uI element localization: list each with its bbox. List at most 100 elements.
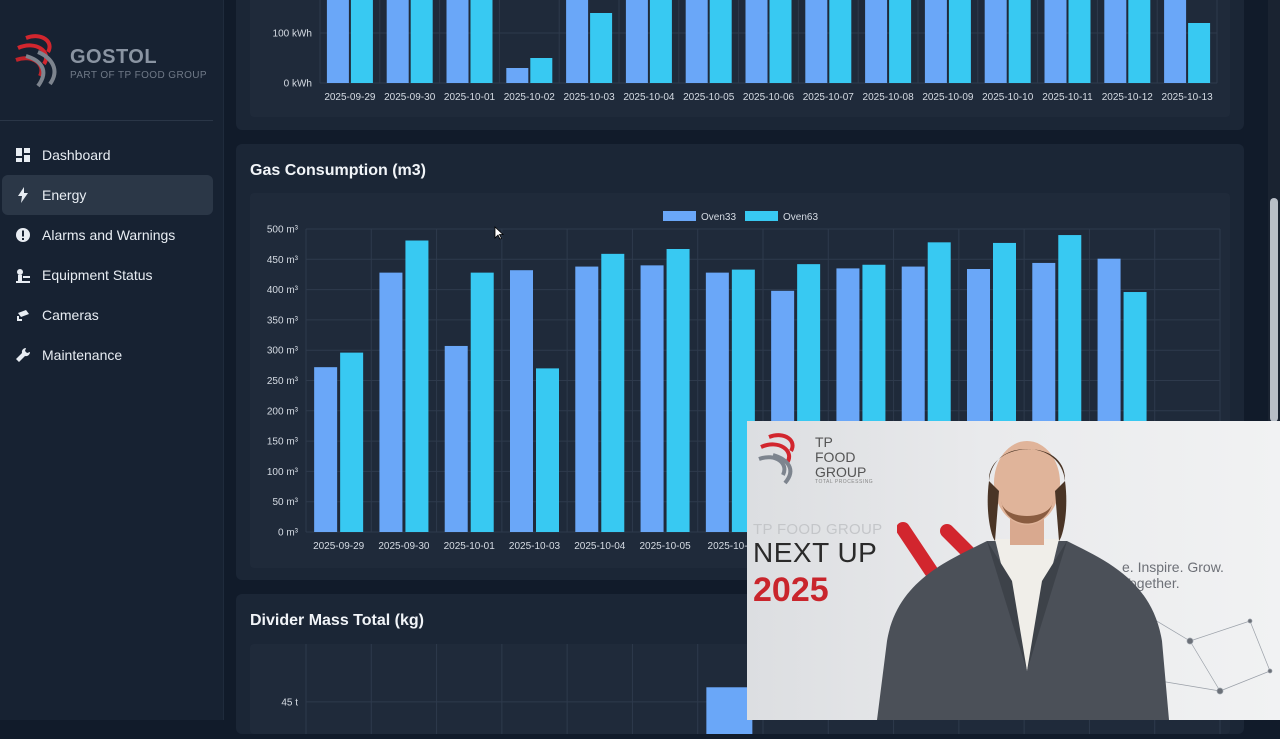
- y-tick-label: 250 m³: [267, 376, 299, 387]
- bar: [706, 273, 729, 532]
- bar: [1104, 0, 1126, 83]
- video-logo-line: FOOD: [815, 450, 866, 465]
- sidebar-item-label: Dashboard: [42, 147, 111, 163]
- bar: [686, 0, 708, 83]
- brand-name: GOSTOL: [70, 46, 157, 69]
- bar: [770, 0, 792, 83]
- legend-swatch: [663, 211, 696, 221]
- x-tick-label: 2025-10-04: [574, 541, 626, 552]
- bar: [575, 267, 598, 532]
- bar: [985, 0, 1007, 83]
- video-year: 2025: [753, 571, 829, 610]
- sidebar-item-alarms-and-warnings[interactable]: Alarms and Warnings: [2, 215, 213, 255]
- y-tick-label: 350 m³: [267, 315, 299, 326]
- bar: [1188, 23, 1210, 83]
- video-logo-text: TP FOOD GROUP: [815, 435, 866, 480]
- gostol-logo-icon: [12, 30, 68, 90]
- bar: [925, 0, 947, 83]
- wrench-icon: [15, 347, 31, 363]
- x-tick-label: 2025-10-02: [504, 92, 556, 103]
- video-headline: NEXT UP: [753, 537, 877, 569]
- bar: [706, 687, 752, 734]
- x-tick-label: 2025-09-30: [378, 541, 430, 552]
- sidebar-item-label: Cameras: [42, 307, 99, 323]
- bar: [566, 0, 588, 83]
- bar: [447, 0, 469, 83]
- sidebar-item-label: Equipment Status: [42, 267, 153, 283]
- y-tick-label: 100 kWh: [273, 29, 312, 40]
- equipment-icon: [15, 267, 31, 283]
- bar: [314, 367, 337, 532]
- y-tick-label: 300 m³: [267, 346, 299, 357]
- sidebar-item-label: Alarms and Warnings: [42, 227, 175, 243]
- presenter-video-overlay: TP FOOD GROUP TOTAL PROCESSING TP FOOD G…: [747, 421, 1280, 720]
- bar: [746, 0, 768, 83]
- bar: [340, 353, 363, 532]
- x-tick-label: 2025-09-29: [313, 541, 365, 552]
- video-logo-line: GROUP: [815, 465, 866, 480]
- divider-mass-title: Divider Mass Total (kg): [250, 612, 424, 630]
- alert-icon: [15, 227, 31, 243]
- y-tick-label: 150 m³: [267, 437, 299, 448]
- bar: [667, 249, 690, 532]
- y-tick-label: 400 m³: [267, 285, 299, 296]
- bar: [641, 265, 664, 532]
- y-tick-label: 450 m³: [267, 255, 299, 266]
- bar: [506, 68, 528, 83]
- bar: [829, 0, 851, 83]
- sidebar-item-dashboard[interactable]: Dashboard: [2, 135, 213, 175]
- x-tick-label: 2025-10-11: [1042, 92, 1093, 103]
- video-logo-line: TP: [815, 435, 866, 450]
- x-tick-label: 2025-09-29: [324, 92, 376, 103]
- bar: [471, 0, 493, 83]
- sidebar-item-cameras[interactable]: Cameras: [2, 295, 213, 335]
- bar: [601, 254, 624, 532]
- legend-swatch: [745, 211, 778, 221]
- bar: [1069, 0, 1091, 83]
- bar: [805, 0, 827, 83]
- x-tick-label: 2025-10-03: [509, 541, 561, 552]
- x-tick-label: 2025-10-06: [743, 92, 795, 103]
- bar: [405, 241, 428, 532]
- bar: [530, 58, 552, 83]
- x-tick-label: 2025-10-13: [1162, 92, 1214, 103]
- sidebar-divider: [0, 120, 213, 121]
- x-tick-label: 2025-10-07: [803, 92, 855, 103]
- sidebar-nav: Dashboard Energy Alarms and Warnings Equ…: [0, 135, 223, 375]
- bar: [327, 0, 349, 83]
- sidebar-item-label: Maintenance: [42, 347, 122, 363]
- sidebar-item-label: Energy: [42, 187, 86, 203]
- tp-food-group-logo-icon: [751, 427, 811, 487]
- y-tick-label: 45 t: [281, 697, 298, 708]
- sidebar-item-equipment-status[interactable]: Equipment Status: [2, 255, 213, 295]
- bar: [590, 13, 612, 83]
- bar: [379, 273, 402, 532]
- bar: [865, 0, 887, 83]
- x-tick-label: 2025-10-04: [623, 92, 675, 103]
- x-tick-label: 2025-10-08: [863, 92, 915, 103]
- video-logo-sub: TOTAL PROCESSING: [815, 479, 873, 485]
- sidebar-item-maintenance[interactable]: Maintenance: [2, 335, 213, 375]
- x-tick-label: 2025-10-01: [444, 541, 496, 552]
- x-tick-label: 2025-10-05: [639, 541, 691, 552]
- y-tick-label: 50 m³: [272, 497, 298, 508]
- y-tick-label: 100 m³: [267, 467, 299, 478]
- bar: [471, 273, 494, 532]
- x-tick-label: 2025-09-30: [384, 92, 436, 103]
- x-tick-label: 2025-10-09: [922, 92, 974, 103]
- brand-tagline: PART OF TP FOOD GROUP: [70, 70, 207, 81]
- sidebar-item-energy[interactable]: Energy: [2, 175, 213, 215]
- mouse-cursor-icon: [494, 226, 504, 240]
- bar: [1164, 0, 1186, 83]
- bar: [626, 0, 648, 83]
- camera-icon: [15, 307, 31, 323]
- bar: [889, 0, 911, 83]
- x-tick-label: 2025-10-01: [444, 92, 496, 103]
- scrollbar-thumb[interactable]: [1270, 198, 1278, 422]
- brand-logo[interactable]: GOSTOL PART OF TP FOOD GROUP: [12, 30, 212, 90]
- x-tick-label: 2025-10-05: [683, 92, 735, 103]
